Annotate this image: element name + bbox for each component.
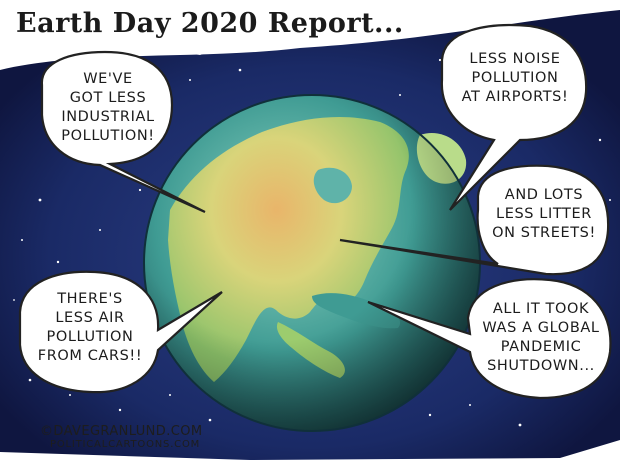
credit-line-site: POLITICALCARTOONS.COM [50, 439, 201, 450]
bubble-litter [339, 164, 610, 276]
bubble-text-industrial: WE'VE GOT LESS INDUSTRIAL POLLUTION! [61, 71, 155, 144]
bubble-pandemic [367, 278, 612, 400]
speech-bubbles [18, 23, 612, 400]
bubble-text-air: THERE'S LESS AIR POLLUTION FROM CARS!! [37, 291, 143, 364]
credit-line-artist: ©DAVEGRANLUND.COM [40, 424, 203, 439]
artist-credit: ©DAVEGRANLUND.COM POLITICALCARTOONS.COM [40, 424, 202, 450]
bubble-text-noise: LESS NOISE POLLUTION AT AIRPORTS! [461, 51, 569, 105]
bubble-text-pandemic: ALL IT TOOK WAS A GLOBAL PANDEMIC SHUTDO… [482, 301, 600, 374]
bubble-air [18, 270, 223, 394]
earth-globe-icon [143, 94, 481, 432]
bubble-noise [440, 23, 588, 211]
bubble-text-litter: AND LOTS LESS LITTER ON STREETS! [492, 187, 596, 241]
page-title: Earth Day 2020 Report... [16, 8, 404, 39]
bubble-industrial [40, 50, 206, 214]
